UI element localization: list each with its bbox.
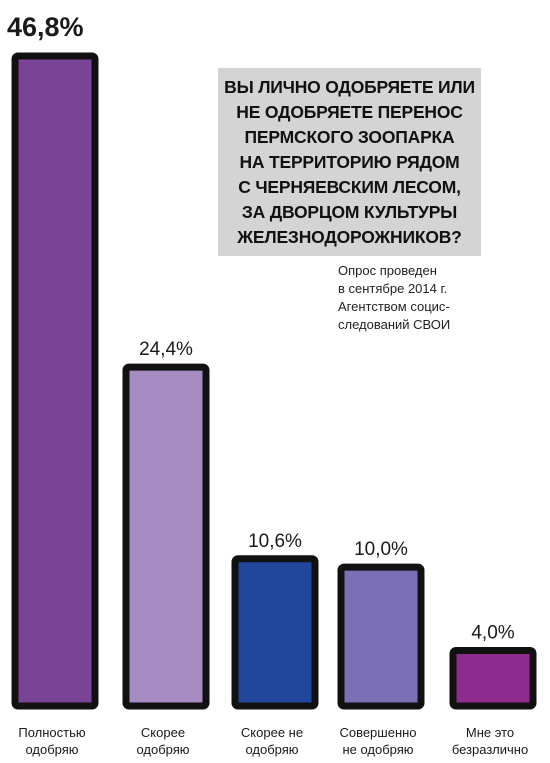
bar-4	[337, 563, 425, 710]
category-label-3-line-1: Скорее не	[241, 725, 303, 740]
category-label-3-line-2: одобряю	[245, 742, 298, 757]
survey-question: ВЫ ЛИЧНО ОДОБРЯЕТЕ ИЛИ НЕ ОДОБРЯЕТЕ ПЕРЕ…	[224, 76, 475, 247]
bar-5	[449, 646, 537, 710]
value-label-1: 46,8%	[7, 12, 84, 42]
value-label-4: 10,0%	[354, 539, 408, 560]
category-label-2-line-2: одобряю	[136, 742, 189, 757]
bar-3	[231, 555, 319, 710]
category-label-1-line-1: Полностью	[18, 725, 86, 740]
value-label-3: 10,6%	[248, 531, 302, 552]
source-note: Опрос проведен в сентябре 2014 г. Агентс…	[338, 263, 451, 332]
value-label-5: 4,0%	[471, 622, 514, 643]
category-label-4-line-1: Совершенно	[339, 725, 416, 740]
category-label-1-line-2: одобряю	[25, 742, 78, 757]
question-box: ВЫ ЛИЧНО ОДОБРЯЕТЕ ИЛИ НЕ ОДОБРЯЕТЕ ПЕРЕ…	[218, 68, 481, 256]
value-label-2: 24,4%	[139, 339, 193, 360]
category-label-5-line-1: Мне это	[466, 725, 514, 740]
bar-1	[11, 52, 99, 710]
bar-2	[122, 363, 210, 710]
category-label-2-line-1: Скорее	[141, 725, 185, 740]
category-label-4-line-2: не одобряю	[342, 742, 413, 757]
category-label-5-line-2: безразлично	[452, 742, 528, 757]
